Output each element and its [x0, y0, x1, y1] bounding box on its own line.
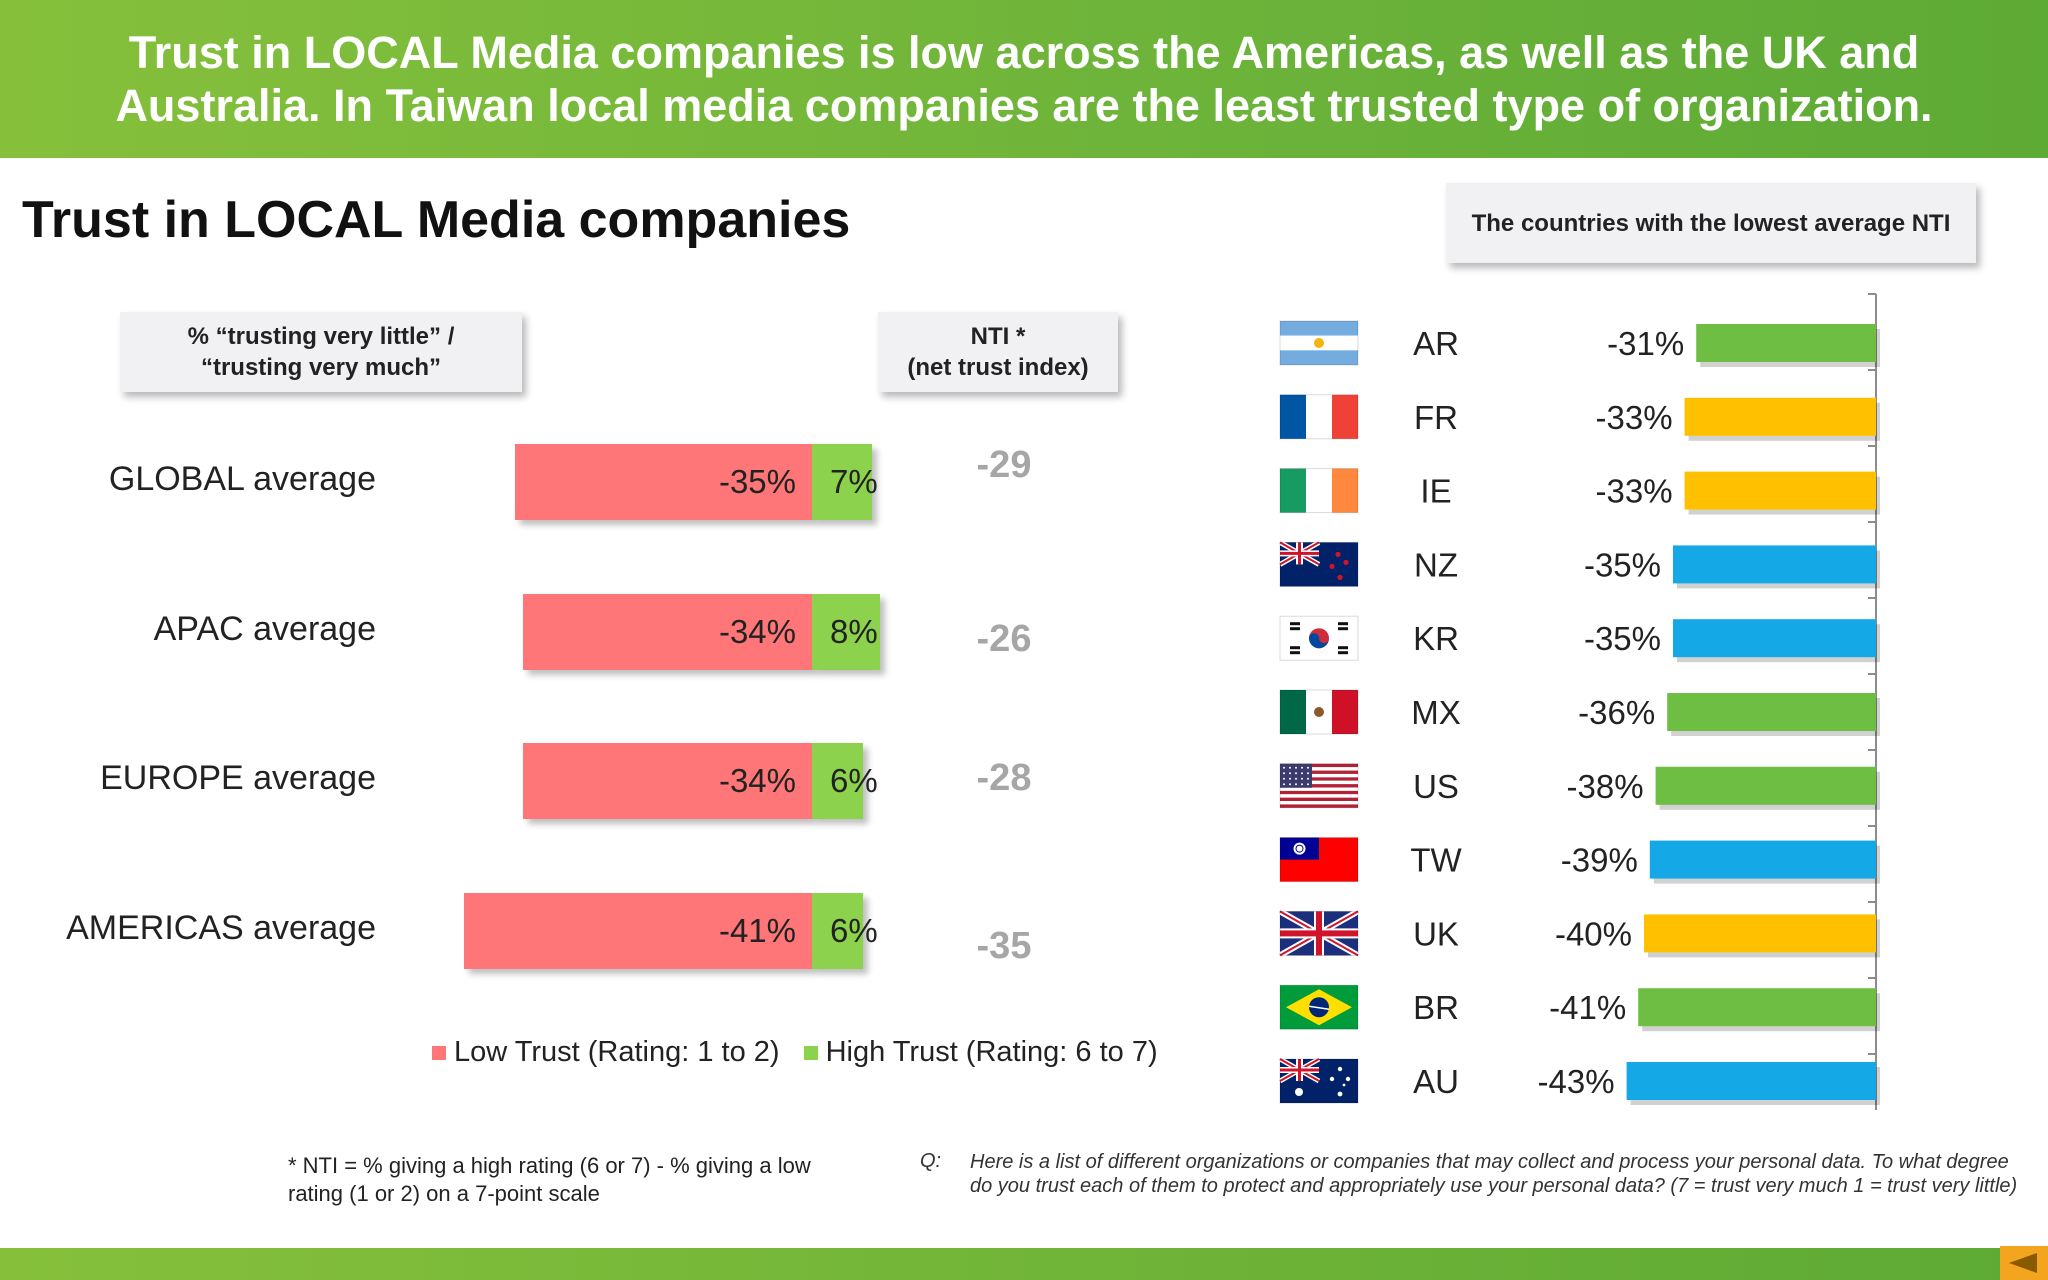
- high-trust-bar: [812, 444, 872, 520]
- country-code: AR: [1413, 325, 1459, 362]
- country-code: NZ: [1414, 546, 1458, 583]
- country-nti-bar: [1673, 619, 1876, 658]
- low-trust-bar: [514, 444, 812, 520]
- low-trust-bar: [523, 743, 812, 819]
- ireland-flag: [1279, 468, 1359, 514]
- high-trust-bar: [812, 743, 863, 819]
- low-trust-value: -35%: [718, 463, 796, 500]
- low-trust-value: -34%: [718, 613, 796, 650]
- country-nti-bar: [1667, 693, 1876, 731]
- country-nti-bar: [1655, 766, 1876, 805]
- low-trust-bar: [523, 594, 812, 670]
- nti-footnote: * NTI = % giving a high rating (6 or 7) …: [288, 1153, 811, 1206]
- nti-value: -28: [976, 757, 1032, 799]
- headline: Trust in LOCAL Media companies is low ac…: [115, 27, 1933, 131]
- country-nti-value: -39%: [1561, 842, 1638, 879]
- region-label: EUROPE average: [100, 759, 376, 797]
- high-trust-value: 6%: [830, 912, 878, 949]
- country-nti-bar: [1684, 471, 1876, 510]
- low-trust-swatch: [432, 1045, 446, 1060]
- high-trust-value: 6%: [830, 762, 878, 799]
- trust-percent-header: % “trusting very little” / “trusting ver…: [120, 312, 522, 392]
- country-nti-bar: [1696, 324, 1876, 362]
- south-korea-flag: [1279, 615, 1359, 661]
- country-nti-bar: [1638, 988, 1876, 1027]
- country-nti-value: -35%: [1584, 620, 1661, 657]
- footer-strip: [0, 1248, 2048, 1280]
- argentina-flag: [1279, 320, 1359, 366]
- mexico-flag: [1279, 689, 1359, 735]
- country-nti-value: -31%: [1607, 325, 1684, 362]
- nti-value: -29: [976, 444, 1032, 486]
- country-code: BR: [1413, 989, 1459, 1026]
- france-flag: [1279, 394, 1359, 440]
- country-nti-value: -38%: [1567, 768, 1644, 805]
- country-nti-bar: [1684, 397, 1876, 436]
- country-code: KR: [1413, 620, 1459, 657]
- legend-high-label: High Trust (Rating: 6 to 7): [825, 1036, 1158, 1068]
- country-nti-value: -33%: [1596, 399, 1673, 436]
- legend-low-label: Low Trust (Rating: 1 to 2): [454, 1036, 780, 1068]
- new-zealand-flag: [1278, 540, 1359, 587]
- nti-value: -26: [976, 618, 1032, 660]
- high-trust-bar: [812, 893, 863, 969]
- australia-flag: [1278, 1056, 1359, 1104]
- country-nti-bar: [1649, 840, 1876, 879]
- region-label: AMERICAS average: [66, 909, 376, 947]
- section-title: Trust in LOCAL Media companies: [22, 191, 851, 249]
- low-trust-value: -34%: [718, 762, 796, 799]
- high-trust-bar: [812, 594, 880, 670]
- question-text: Here is a list of different organization…: [970, 1151, 2018, 1197]
- high-trust-value: 8%: [830, 613, 878, 650]
- country-nti-value: -43%: [1538, 1063, 1615, 1100]
- usa-flag: [1279, 763, 1359, 809]
- country-nti-value: -36%: [1578, 694, 1655, 731]
- lowest-nti-header: The countries with the lowest average NT…: [1446, 183, 1976, 263]
- low-trust-bar: [463, 893, 812, 969]
- country-nti-value: -40%: [1555, 915, 1632, 952]
- previous-slide-button[interactable]: [2000, 1246, 2048, 1280]
- country-code: MX: [1411, 694, 1461, 731]
- high-trust-value: 7%: [830, 463, 878, 500]
- country-nti-value: -33%: [1596, 473, 1673, 510]
- lowest-nti-countries-chart: -31% AR -33% FR -33% IE -35% NZ -35% KR -36% MX -38%…: [1278, 293, 1880, 1110]
- brazil-flag: [1279, 984, 1359, 1030]
- arrow-left-icon: [2009, 1253, 2037, 1273]
- country-nti-bar: [1673, 545, 1876, 584]
- taiwan-flag: [1279, 837, 1359, 883]
- country-nti-value: -41%: [1549, 989, 1626, 1026]
- high-trust-swatch: [803, 1045, 818, 1060]
- country-nti-value: -35%: [1584, 546, 1661, 583]
- uk-flag: [1278, 908, 1360, 959]
- country-nti-bar: [1644, 914, 1876, 953]
- legend-low-trust: Low Trust (Rating: 1 to 2): [432, 1036, 780, 1069]
- country-code: US: [1413, 768, 1459, 805]
- country-code: IE: [1420, 473, 1451, 510]
- nti-value: -35: [976, 925, 1032, 967]
- region-label: APAC average: [153, 610, 376, 648]
- country-nti-bar: [1626, 1062, 1876, 1100]
- region-label: GLOBAL average: [108, 460, 376, 498]
- headline-banner: Trust in LOCAL Media companies is low ac…: [0, 0, 2048, 158]
- chart-legend: Low Trust (Rating: 1 to 2) High Trust (R…: [432, 1036, 1182, 1069]
- country-code: AU: [1413, 1063, 1459, 1100]
- question-label: Q:: [920, 1150, 942, 1172]
- nti-header: NTI * (net trust index): [878, 312, 1118, 392]
- low-trust-value: -41%: [718, 912, 796, 949]
- legend-high-trust: High Trust (Rating: 6 to 7): [803, 1036, 1158, 1069]
- country-code: FR: [1414, 399, 1458, 436]
- country-code: TW: [1410, 842, 1462, 879]
- country-code: UK: [1413, 915, 1459, 952]
